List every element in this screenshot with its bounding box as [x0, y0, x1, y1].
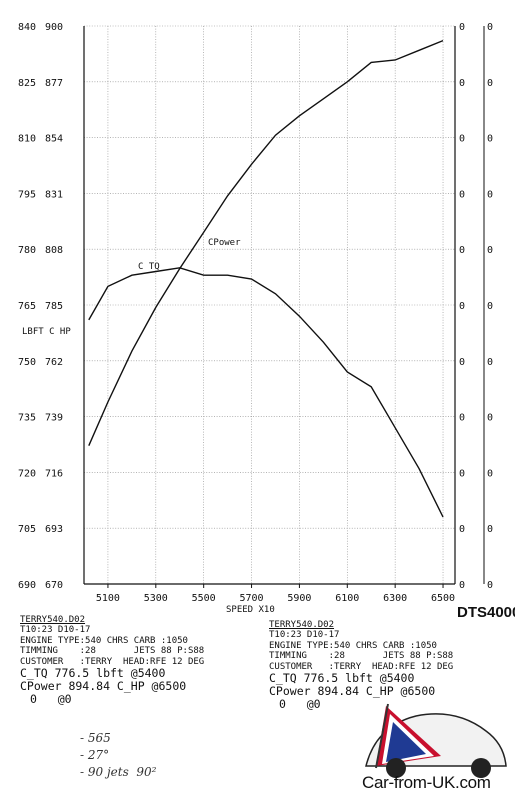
y-tick-right: 0 — [459, 22, 465, 33]
y-tick-right-outer: 0 — [487, 22, 493, 33]
handwritten-notes: - 565 - 27° - 90 jets 90² — [80, 730, 156, 781]
y-tick-torque: 765 — [18, 301, 36, 312]
series-group — [88, 39, 444, 518]
info-panel-left: TERRY540.D02 T10:23 D10-17 ENGINE TYPE:5… — [20, 615, 204, 706]
x-axis-label: SPEED X10 — [226, 605, 275, 615]
y-axis-torque-ticks: 840 825 810 795 780 765 750 735 720 705 690 — [18, 22, 36, 591]
brand-label: DTS4000 — [457, 604, 515, 620]
legend-torque: C TQ — [138, 262, 160, 272]
y-tick-power: 670 — [45, 580, 63, 591]
x-tick-label: 5500 — [192, 593, 216, 604]
y-tick-right: 0 — [459, 413, 465, 424]
x-tick-label: 6500 — [431, 593, 455, 604]
watermark-text: Car-from-UK.com — [362, 773, 491, 792]
y-tick-torque: 750 — [18, 357, 36, 368]
file-name: TERRY540.D02 — [269, 620, 335, 630]
file-name: TERRY540.D02 — [20, 615, 86, 625]
y-tick-power: 877 — [45, 78, 63, 89]
x-axis-ticks: 5100 5300 5500 5700 5900 6100 6300 6500 — [96, 584, 455, 604]
y-tick-power: 854 — [45, 134, 63, 145]
run-time: T10:23 D10-17 — [269, 630, 340, 641]
handwritten-line: - 90 jets 90² — [80, 765, 157, 779]
y-tick-power: 808 — [45, 245, 63, 256]
y-tick-torque: 780 — [18, 245, 36, 256]
info-panel-right: TERRY540.D02 T10:23 D10-17 ENGINE TYPE:5… — [269, 620, 453, 711]
y-tick-right-outer: 0 — [487, 189, 493, 200]
y-axis-right-ticks: 0 0 0 0 0 0 0 0 0 0 0 0 0 0 0 0 0 0 0 0 0 0 — [459, 22, 493, 591]
timing-line: TIMMING :28 JETS 88 P:S88 — [269, 651, 454, 662]
handwritten-line: - 27° — [80, 748, 110, 762]
y-tick-power: 693 — [45, 524, 63, 535]
legend-power: CPower — [208, 238, 241, 248]
y-tick-right-outer: 0 — [487, 78, 493, 89]
x-tick-label: 5300 — [144, 593, 168, 604]
y-tick-right-outer: 0 — [487, 580, 493, 591]
y-tick-right: 0 — [459, 189, 465, 200]
y-tick-torque: 690 — [18, 580, 36, 591]
y-tick-torque: 810 — [18, 134, 36, 145]
y-tick-power: 785 — [45, 301, 63, 312]
y-tick-right-outer: 0 — [487, 413, 493, 424]
x-tick-label: 5100 — [96, 593, 120, 604]
torque-summary: C_TQ 776.5 lbft @5400 — [269, 671, 415, 686]
x-tick-label: 6100 — [335, 593, 359, 604]
y-tick-right: 0 — [459, 357, 465, 368]
y-tick-right-outer: 0 — [487, 468, 493, 479]
handwritten-line: - 565 — [80, 731, 111, 745]
y-tick-torque: 735 — [18, 413, 36, 424]
customer-line: CUSTOMER :TERRY HEAD:RFE 12 DEG — [269, 661, 454, 672]
y-tick-right: 0 — [459, 245, 465, 256]
y-tick-right-outer: 0 — [487, 134, 493, 145]
y-tick-power: 900 — [45, 22, 63, 33]
y-tick-torque: 825 — [18, 78, 36, 89]
y-tick-right-outer: 0 — [487, 524, 493, 535]
y-tick-right: 0 — [459, 78, 465, 89]
x-tick-label: 5700 — [240, 593, 264, 604]
dyno-chart: 840 825 810 795 780 765 750 735 720 705 690 900 877… — [18, 22, 515, 620]
power-summary: CPower 894.84 C_HP @6500 — [20, 679, 187, 694]
engine-line: ENGINE TYPE:540 CHRS CARB :1050 — [269, 640, 437, 651]
chart-axes — [83, 26, 485, 585]
y-tick-power: 831 — [45, 189, 63, 200]
y-tick-right-outer: 0 — [487, 245, 493, 256]
y-tick-right: 0 — [459, 301, 465, 312]
y-tick-power: 716 — [45, 468, 63, 479]
x-tick-label: 5900 — [287, 593, 311, 604]
power-line — [88, 39, 444, 446]
watermark-car-logo — [365, 703, 507, 778]
chart-grid — [84, 25, 455, 584]
power-summary: CPower 894.84 C_HP @6500 — [269, 684, 436, 699]
engine-line: ENGINE TYPE:540 CHRS CARB :1050 — [20, 635, 188, 646]
timing-line: TIMMING :28 JETS 88 P:S88 — [20, 646, 205, 657]
x-tick-label: 6300 — [383, 593, 407, 604]
y-tick-torque: 840 — [18, 22, 36, 33]
torque-line — [88, 267, 444, 518]
zero-summary: 0 @0 — [30, 692, 72, 707]
y-axis-label: LBFT C HP — [22, 327, 71, 337]
y-tick-torque: 705 — [18, 524, 36, 535]
y-tick-power: 739 — [45, 413, 63, 424]
y-tick-right-outer: 0 — [487, 301, 493, 312]
customer-line: CUSTOMER :TERRY HEAD:RFE 12 DEG — [20, 656, 205, 667]
y-tick-torque: 720 — [18, 468, 36, 479]
y-tick-right: 0 — [459, 524, 465, 535]
y-axis-power-ticks: 900 877 854 831 808 785 762 739 716 693 670 — [45, 22, 63, 591]
y-tick-right: 0 — [459, 134, 465, 145]
y-tick-right-outer: 0 — [487, 357, 493, 368]
y-tick-right: 0 — [459, 468, 465, 479]
y-tick-torque: 795 — [18, 189, 36, 200]
y-tick-right: 0 — [459, 580, 465, 591]
run-time: T10:23 D10-17 — [20, 625, 91, 636]
zero-summary: 0 @0 — [279, 697, 321, 712]
torque-summary: C_TQ 776.5 lbft @5400 — [20, 666, 166, 681]
y-tick-power: 762 — [45, 357, 63, 368]
